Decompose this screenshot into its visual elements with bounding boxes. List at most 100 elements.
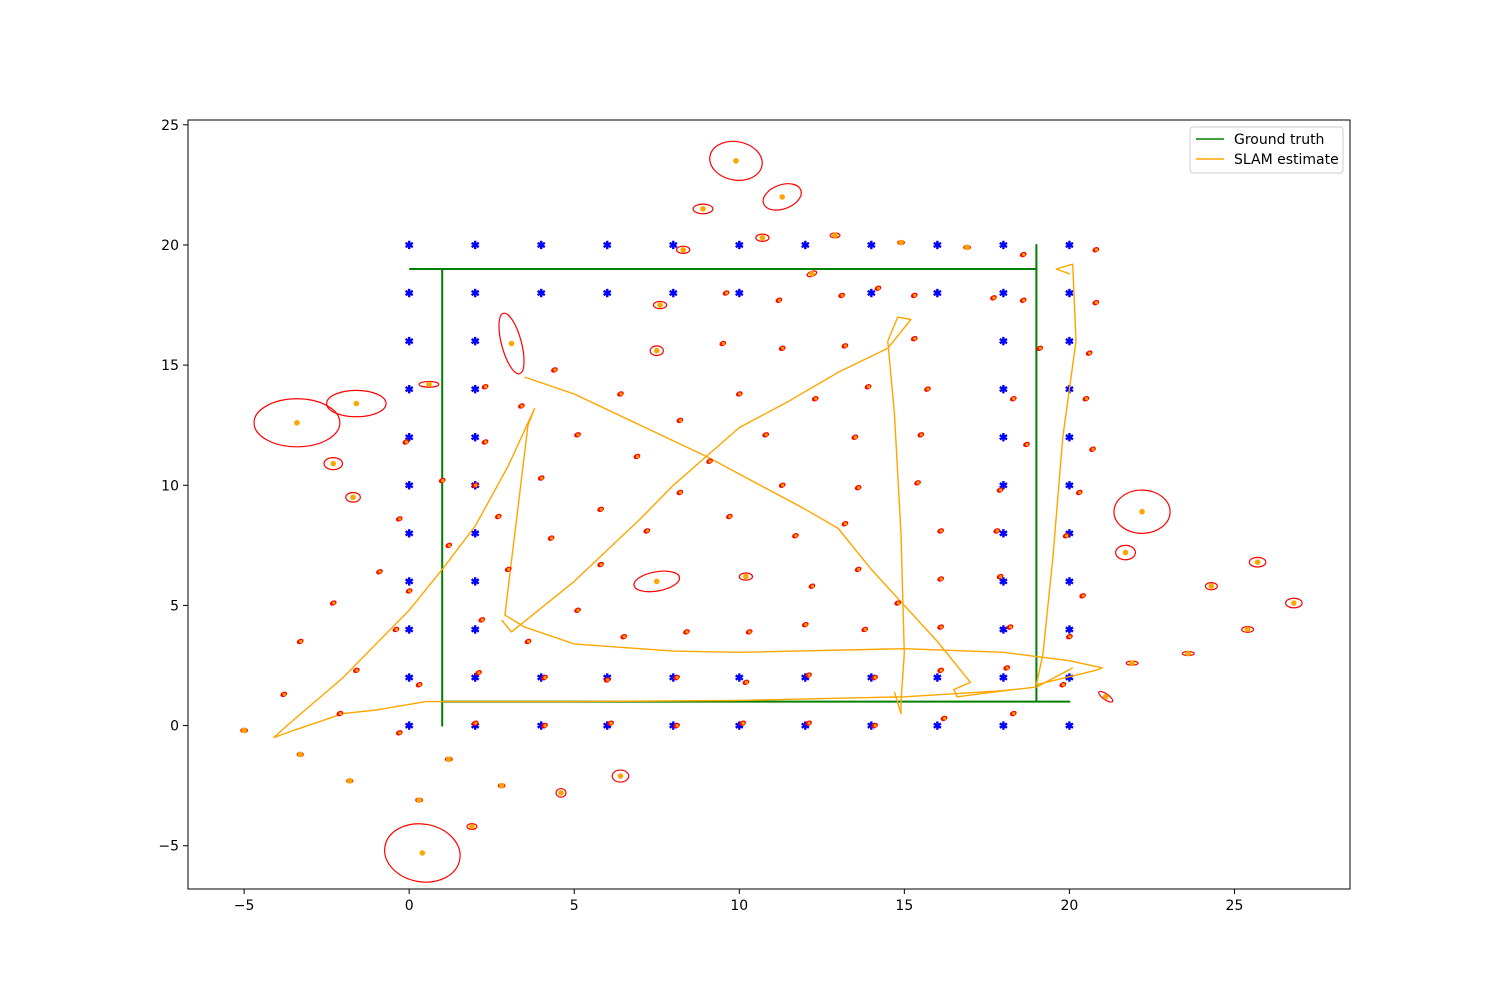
true-landmark (404, 384, 414, 394)
estimate-point (622, 635, 626, 639)
estimate-point (299, 639, 303, 644)
estimate-point (653, 347, 660, 354)
landmark-estimate-small (329, 600, 337, 606)
estimate-point (553, 368, 557, 372)
landmark-estimate-small (996, 487, 1004, 493)
estimate-point (543, 723, 547, 728)
estimate-point (896, 601, 900, 605)
slam-estimate-line (524, 376, 1014, 698)
true-landmark (470, 433, 480, 442)
landmark-estimate-small (1062, 533, 1070, 539)
covariance-ellipse (323, 457, 344, 471)
estimate-point (617, 773, 624, 779)
landmark-estimate-small (673, 674, 680, 681)
landmark-estimate-small (471, 720, 479, 726)
landmark-estimate (1204, 582, 1218, 591)
true-landmark (404, 529, 414, 538)
landmark-estimate (652, 300, 668, 310)
true-landmark (1065, 433, 1074, 442)
covariance-ellipse (498, 312, 525, 375)
estimate-point (873, 723, 877, 728)
estimate-point (346, 778, 353, 784)
landmark-estimate-small (1075, 489, 1083, 496)
landmark-estimate-small (395, 516, 403, 522)
landmark-estimate (498, 312, 525, 375)
true-landmark (735, 240, 744, 250)
estimate-point (599, 562, 603, 567)
x-tick-label: −5 (234, 898, 255, 914)
landmark-estimate-small (415, 682, 423, 688)
true-landmark (1065, 481, 1074, 490)
estimate-point (338, 711, 342, 716)
true-landmark (867, 240, 876, 250)
estimate-point (781, 346, 785, 350)
estimate-point (1244, 626, 1251, 633)
estimate-point (728, 514, 732, 519)
estimate-point (1022, 252, 1026, 257)
landmark-estimate-small (874, 285, 882, 291)
estimate-point (843, 344, 848, 348)
estimate-point (378, 570, 382, 574)
estimate-point (779, 194, 786, 200)
covariance-ellipse (466, 823, 478, 831)
landmark-estimate-small (910, 335, 918, 342)
landmark-estimate (1125, 660, 1139, 666)
estimate-point (1061, 683, 1065, 687)
true-landmark (999, 288, 1008, 298)
estimate-point (1291, 600, 1297, 606)
true-landmark (470, 577, 480, 586)
estimate-point (759, 234, 766, 241)
landmark-estimate-small (1059, 682, 1067, 688)
landmark-estimate-small (1092, 299, 1100, 306)
true-landmark (404, 625, 414, 634)
landmark-estimate-small (871, 674, 878, 681)
true-landmark (404, 288, 414, 298)
landmark-estimate-small (376, 569, 383, 575)
landmark-estimate (384, 823, 461, 883)
estimate-point (777, 298, 782, 302)
true-landmark (470, 336, 480, 346)
slam-estimate-line (501, 316, 912, 715)
estimate-point (1122, 549, 1129, 556)
estimate-point (741, 721, 745, 725)
ground-truth-line (409, 244, 1071, 727)
estimate-point (675, 723, 679, 728)
landmark-estimate (466, 823, 478, 831)
x-tick-label: 25 (1226, 898, 1244, 914)
legend-label-slam-estimate: SLAM estimate (1234, 152, 1339, 168)
landmark-estimates (240, 140, 1303, 883)
estimate-point (353, 400, 360, 407)
estimate-point (1091, 447, 1095, 451)
covariance-ellipse (633, 570, 681, 593)
estimate-point (1094, 248, 1098, 252)
landmark-estimate (497, 782, 506, 789)
x-tick-label: 0 (405, 898, 414, 914)
estimate-point (1078, 490, 1082, 495)
estimate-point (857, 486, 861, 490)
landmark-estimate-small (402, 439, 410, 445)
landmark-estimate-small (280, 691, 288, 698)
estimate-point (853, 435, 857, 439)
estimate-point (964, 244, 970, 251)
landmark-estimate-small (739, 720, 746, 726)
estimate-point (1185, 650, 1192, 657)
covariance-ellipse (1113, 489, 1171, 534)
estimate-point (809, 271, 815, 277)
estimate-point (700, 206, 706, 212)
estimate-point (804, 623, 808, 627)
estimate-point (832, 232, 838, 239)
true-landmark (933, 288, 942, 298)
estimate-point (764, 433, 768, 437)
estimate-point (1022, 298, 1026, 302)
landmark-estimate-small (574, 432, 581, 438)
estimate-point (708, 459, 712, 463)
true-landmark (999, 240, 1008, 250)
landmark-estimate-small (775, 297, 783, 303)
estimate-point (814, 397, 818, 401)
x-tick-label: 15 (895, 898, 913, 914)
landmark-estimate (762, 183, 802, 211)
landmark-estimate-small (811, 396, 819, 402)
estimate-point (1038, 346, 1042, 350)
true-landmark (669, 240, 678, 250)
landmark-estimate-small (937, 667, 945, 674)
